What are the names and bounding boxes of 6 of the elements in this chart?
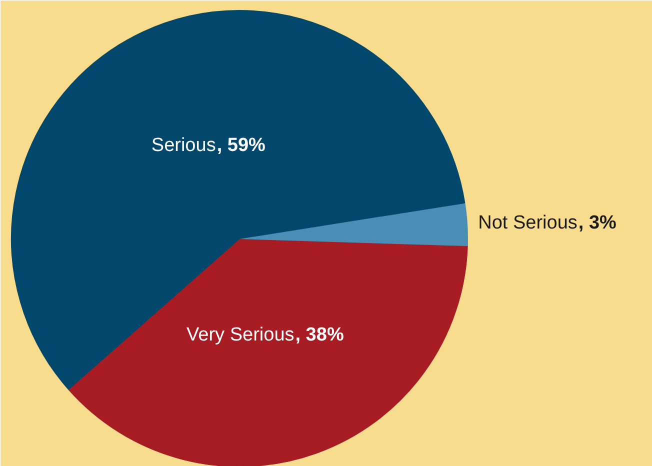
data-label: , 59%	[216, 135, 266, 156]
data-label: , 3%	[578, 212, 617, 234]
slice-label: Not Serious	[478, 212, 578, 234]
slice-label: Serious	[151, 135, 216, 156]
slice-label: Very Serious	[186, 324, 294, 346]
data-label: , 38%	[295, 324, 344, 346]
